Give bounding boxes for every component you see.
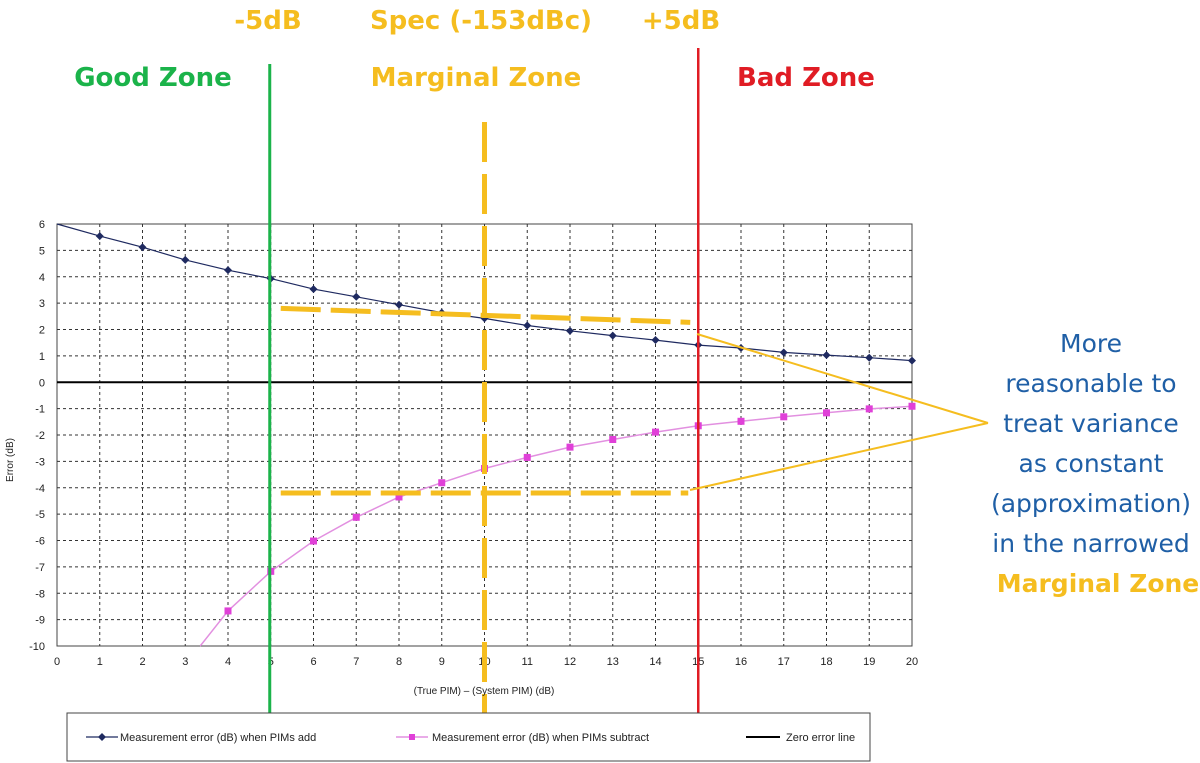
minus5db-label: -5dB [234,6,301,36]
plus5db-label: +5dB [642,6,720,36]
add-data-point [651,336,660,345]
x-axis-title: (True PIM) – (System PIM) (dB) [414,686,555,697]
subtract-data-point [823,409,830,417]
bad-zone-label: Bad Zone [737,63,875,93]
subtract-data-point [438,479,446,487]
add-data-point [779,348,788,357]
subtract-data-point [652,428,659,436]
subtract-data-point [566,443,574,451]
x-tick-label: 4 [225,656,231,668]
x-tick-label: 12 [564,656,576,668]
marginal-zone-label: Marginal Zone [371,63,582,93]
callout-line-upper [696,333,989,424]
add-data-point [95,232,104,241]
subtract-data-point [865,405,873,413]
note-line: More [1060,329,1122,358]
legend-box [66,712,871,762]
legend-add-marker [98,733,106,741]
subtract-data-point [609,435,617,443]
add-data-point [908,356,916,365]
y-tick-label: -8 [35,588,45,600]
x-tick-label: 13 [607,656,619,668]
subtract-data-point [908,402,916,410]
y-tick-label: -3 [35,456,45,468]
y-tick-label: 0 [39,377,45,389]
x-tick-label: 16 [735,656,747,668]
y-tick-label: -5 [35,509,45,521]
note-highlight: Marginal Zone [997,569,1200,598]
add-data-point [395,300,403,309]
spec-label: Spec (-153dBc) [370,6,592,36]
y-tick-label: -1 [35,404,45,416]
y-tick-label: -2 [35,430,45,442]
note-line: as constant [1019,449,1164,478]
subtract-data-point [310,537,317,545]
series-subtract-line [199,405,913,647]
x-tick-label: 18 [820,656,832,668]
add-data-point [608,331,617,340]
subtract-data-point [395,493,403,501]
legend-add-label: Measurement error (dB) when PIMs add [120,732,316,744]
y-tick-label: 4 [39,272,45,284]
subtract-data-point [523,453,531,461]
add-data-point [309,285,318,294]
note-line: treat variance [1003,409,1179,438]
good-zone-label: Good Zone [74,63,232,93]
legend-subtract-label: Measurement error (dB) when PIMs subtrac… [432,732,649,744]
x-tick-label: 19 [863,656,875,668]
x-tick-label: 6 [310,656,316,668]
y-tick-label: -7 [35,562,45,574]
y-axis-title: Error (dB) [5,438,16,482]
x-tick-label: 8 [396,656,402,668]
x-tick-label: 11 [522,656,533,668]
add-data-point [352,292,361,301]
subtract-data-point [224,607,232,615]
callout-line-lower [689,422,989,491]
x-tick-labels: 01234567891011121314151617181920 [54,656,918,668]
add-data-point [566,326,574,335]
y-tick-label: 2 [39,325,45,337]
add-data-point [138,243,147,252]
add-data-point [523,321,532,330]
legend: Measurement error (dB) when PIMs add Mea… [66,712,871,762]
y-tick-label: -6 [35,536,45,548]
y-tick-label: -4 [35,483,45,495]
x-tick-label: 14 [649,656,661,668]
add-data-point [865,353,874,362]
legend-zero-label: Zero error line [786,732,855,744]
y-tick-label: -10 [29,641,45,653]
subtract-data-point [352,513,360,521]
y-tick-label: 3 [39,298,45,310]
y-tick-labels: 6 5 4 3 2 1 0 -1 -2 -3 -4 -5 -6 -7 -8 -9 -10 [29,219,45,653]
note-line: (approximation) [991,489,1191,518]
y-tick-label: 6 [39,219,45,231]
x-tick-label: 3 [182,656,188,668]
legend-subtract-marker [409,734,415,740]
variance-note: More reasonable to treat variance as con… [991,329,1199,598]
x-tick-label: 0 [54,656,60,668]
add-data-point [181,255,190,264]
subtract-data-point [780,413,788,421]
note-line: in the narrowed [992,529,1189,558]
x-tick-label: 20 [906,656,918,668]
x-tick-label: 2 [139,656,145,668]
x-tick-label: 17 [778,656,790,668]
add-data-point [822,351,831,360]
y-tick-label: 5 [39,245,45,257]
y-tick-label: -9 [35,615,45,627]
add-data-point [224,266,232,275]
note-line: reasonable to [1005,369,1176,398]
subtract-data-point [737,417,745,425]
x-tick-label: 9 [439,656,445,668]
x-tick-label: 1 [97,656,103,668]
y-tick-label: 1 [39,351,45,363]
x-tick-label: 7 [353,656,359,668]
